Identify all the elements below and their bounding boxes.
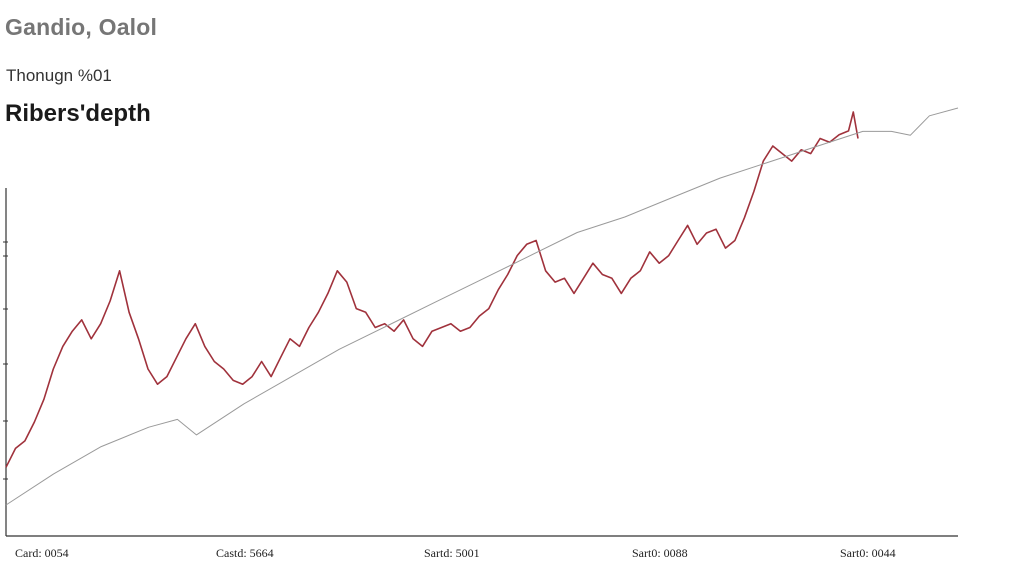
x-tick-label: Castd: 5664 — [216, 546, 274, 560]
chart-series — [5, 107, 959, 506]
series-line-primary — [5, 111, 859, 468]
x-tick-label: Card: 0054 — [15, 546, 69, 560]
x-tick-label: Sart0: 0044 — [840, 546, 896, 560]
x-tick-label: Sart0: 0088 — [632, 546, 688, 560]
page-subtitle: Thonugn ‮10% — [6, 66, 112, 85]
chart-axes — [3, 188, 958, 537]
x-tick-label: Sartd: 5001 — [424, 546, 480, 560]
page-title: Gandio, Oalol — [5, 14, 158, 40]
x-tick-labels: Card: 0054 Castd: 5664 Sartd: 5001 Sart0: 0… — [15, 546, 896, 560]
series-line-secondary — [5, 107, 959, 506]
chart-heading: Ribers'depth — [5, 100, 151, 127]
